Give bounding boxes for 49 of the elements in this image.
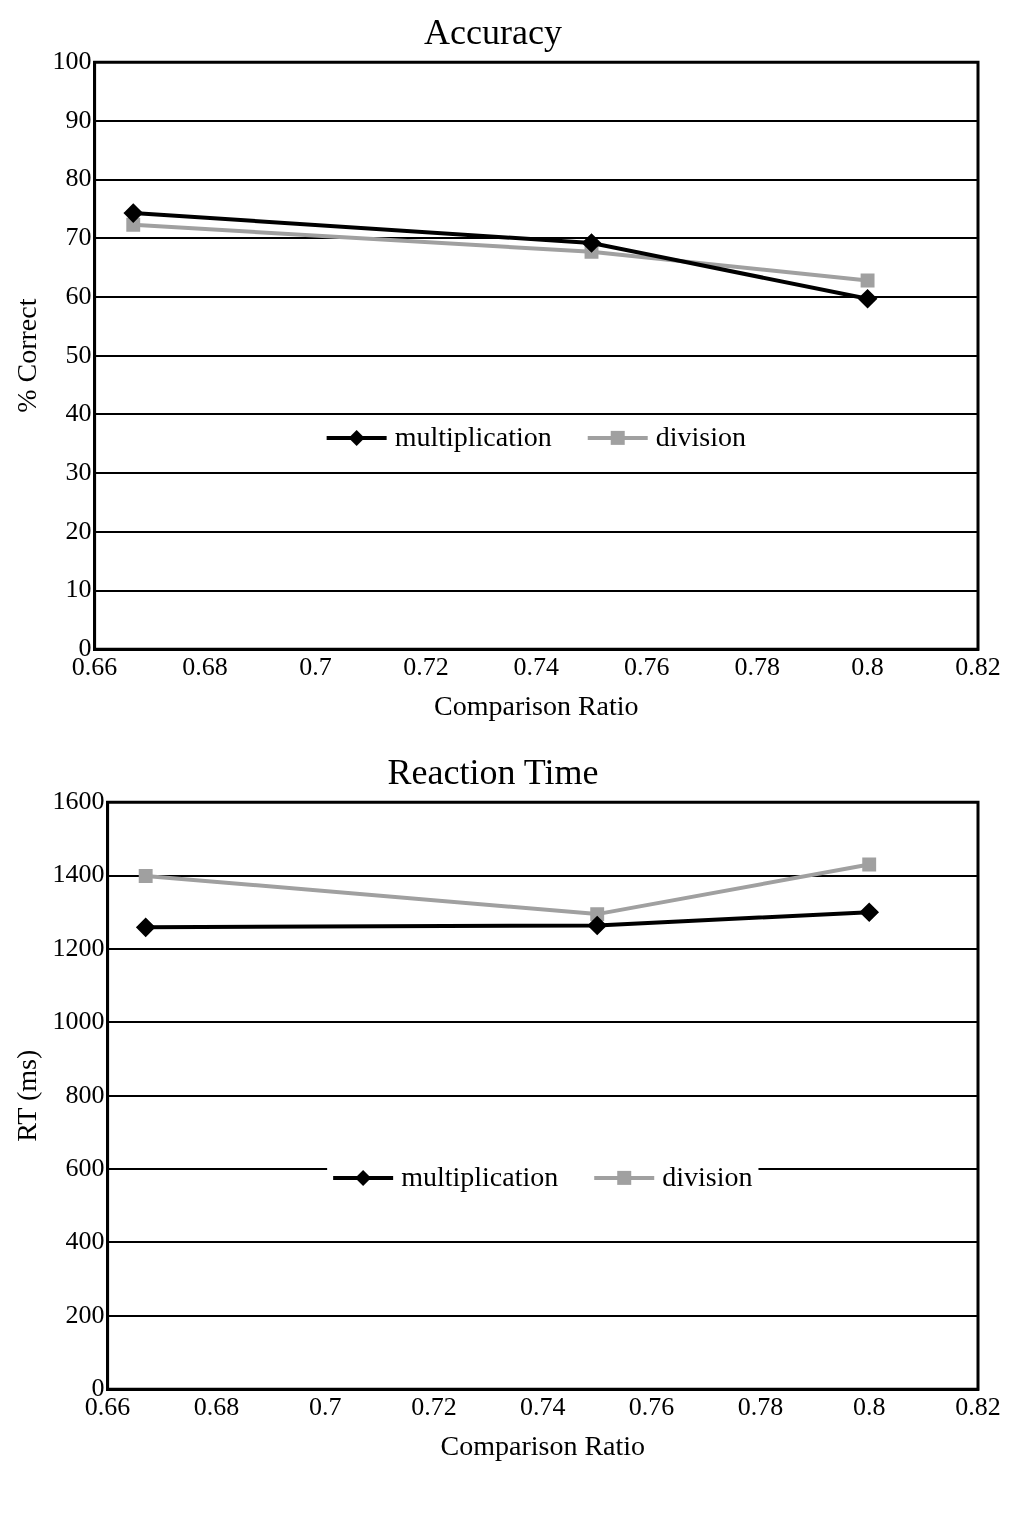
x-tick-label: 0.82: [955, 1391, 1001, 1421]
y-tick-label: 90: [65, 104, 92, 134]
y-tick-label: 100: [52, 46, 92, 76]
point: [858, 289, 877, 308]
x-tick-label: 0.78: [737, 1391, 784, 1421]
x-tick-label: 0.82: [955, 651, 1001, 681]
y-tick-label: 600: [65, 1152, 105, 1182]
y-tick-label: 30: [65, 456, 92, 486]
legend-label: multiplication: [394, 421, 552, 453]
y-axis-title: RT (ms): [11, 1049, 43, 1142]
x-tick-label: 0.72: [403, 651, 449, 681]
x-tick-label: 0.76: [628, 1391, 675, 1421]
y-tick-label: 400: [65, 1226, 105, 1256]
point: [126, 217, 141, 232]
y-tick-label: 10: [65, 574, 92, 604]
x-tick-label: 0.8: [851, 651, 884, 681]
x-tick-label: 0.72: [411, 1391, 457, 1421]
y-tick-label: 1600: [52, 786, 105, 816]
x-tick-label: 0.68: [193, 1391, 240, 1421]
x-tick-label: 0.68: [182, 651, 228, 681]
x-axis-title: Comparison Ratio: [434, 689, 639, 721]
y-tick-label: 200: [65, 1299, 105, 1329]
y-tick-label: 40: [65, 398, 92, 428]
x-tick-label: 0.7: [308, 1391, 342, 1421]
x-tick-label: 0.7: [299, 651, 332, 681]
y-tick-label: 1400: [52, 859, 105, 889]
legend-label: multiplication: [401, 1161, 559, 1193]
y-tick-label: 800: [65, 1079, 105, 1109]
y-tick-label: 20: [65, 515, 92, 545]
y-tick-label: 50: [65, 339, 92, 369]
x-tick-label: 0.74: [513, 651, 560, 681]
x-tick-label: 0.74: [520, 1391, 566, 1421]
chart-title: Accuracy: [424, 12, 562, 53]
x-axis-title: Comparison Ratio: [440, 1429, 646, 1461]
legend-label: division: [655, 421, 746, 453]
y-axis-title: % Correct: [11, 298, 43, 413]
legend-label: division: [662, 1161, 753, 1193]
y-tick-label: 70: [65, 222, 92, 252]
point: [582, 234, 601, 252]
chart-title: Reaction Time: [387, 752, 599, 793]
point: [860, 273, 875, 288]
y-tick-label: 80: [65, 163, 92, 193]
y-tick-label: 1200: [52, 932, 105, 962]
x-tick-label: 0.76: [623, 651, 670, 681]
x-tick-label: 0.8: [852, 1391, 886, 1421]
y-tick-label: 60: [65, 280, 92, 310]
x-tick-label: 0.78: [734, 651, 780, 681]
y-tick-label: 1000: [52, 1006, 105, 1036]
point: [124, 204, 143, 223]
